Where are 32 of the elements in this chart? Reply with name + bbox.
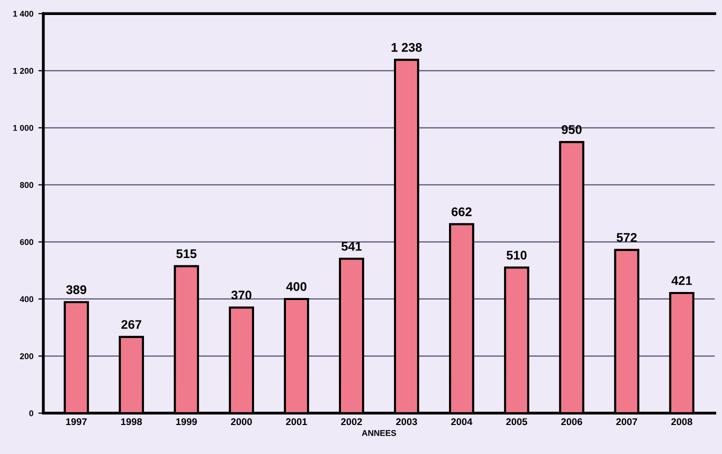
data-label: 370	[231, 290, 252, 300]
y-tick-label: 0	[29, 410, 34, 416]
y-tick-label: 600	[20, 239, 34, 246]
x-tick-label: 2006	[561, 418, 582, 426]
data-label: 421	[672, 276, 692, 285]
x-tick-label: 2001	[286, 418, 308, 426]
data-label: 572	[616, 233, 637, 242]
data-label: 400	[286, 282, 306, 291]
y-tick-label: 1 000	[13, 124, 34, 131]
data-label: 541	[341, 242, 362, 251]
y-tick-label: 200	[20, 353, 34, 360]
data-label: 515	[176, 249, 196, 258]
x-tick-label: 2000	[230, 418, 252, 426]
x-axis-title: ANNEES	[362, 430, 396, 436]
data-label: 389	[66, 285, 86, 294]
x-tick-label: 2008	[671, 418, 692, 426]
data-label: 510	[506, 250, 527, 260]
y-tick-label: 1 200	[13, 68, 34, 74]
data-label: 662	[452, 207, 472, 216]
x-tick-label: 1997	[66, 418, 87, 426]
x-tick-label: 1999	[176, 418, 197, 426]
x-tick-label: 2003	[396, 418, 418, 426]
y-tick-label: 1 400	[13, 10, 34, 17]
data-label: 267	[121, 320, 142, 329]
x-tick-label: 2005	[506, 418, 528, 426]
data-label: 1 238	[392, 42, 422, 52]
x-tick-label: 2007	[616, 418, 638, 426]
y-tick-label: 800	[20, 182, 34, 188]
x-tick-label: 2002	[341, 418, 362, 426]
x-tick-label: 2004	[451, 418, 472, 426]
x-tick-label: 1998	[121, 418, 142, 426]
y-tick-label: 400	[20, 296, 34, 302]
